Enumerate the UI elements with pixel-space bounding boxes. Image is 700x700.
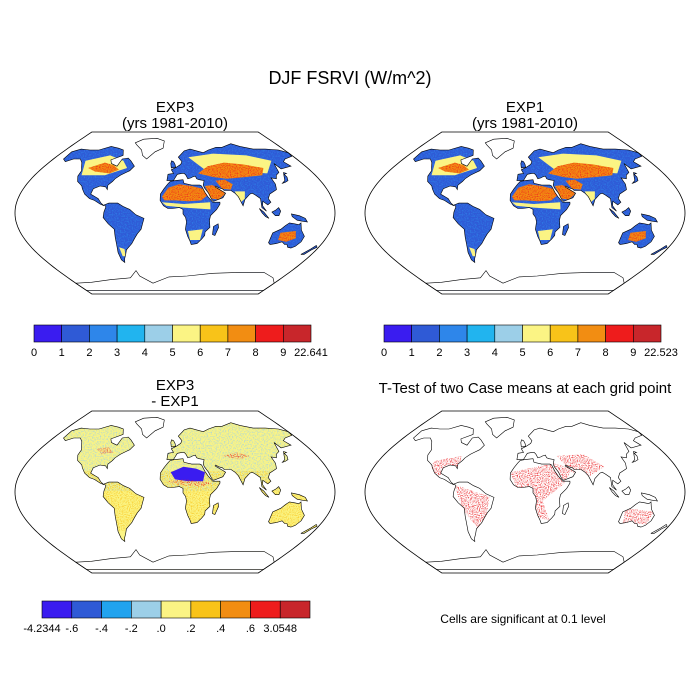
colorbar-swatch — [466, 324, 496, 343]
colorbar-tick-label: 5 — [519, 347, 525, 359]
colorbar-tick-label: 2 — [436, 347, 442, 359]
panel-title-bottom-right: T-Test of two Case means at each grid po… — [379, 380, 672, 397]
colorbar-swatch — [577, 324, 606, 343]
panel-title-top-right: EXP1 — [506, 99, 544, 116]
colorbar-tick-label: -.2 — [125, 623, 138, 635]
colorbar-tick-label: .4 — [216, 623, 225, 635]
colorbar-swatch — [41, 600, 73, 619]
colorbar-swatch — [632, 324, 662, 343]
map-field-0 — [63, 138, 318, 291]
colorbar-tick-label: 6 — [547, 347, 553, 359]
figure-title: DJF FSRVI (W/m^2) — [268, 68, 431, 88]
colorbar-swatch — [250, 600, 281, 619]
colorbar-tick-label: 5 — [169, 347, 175, 359]
colorbar-tick-label: 6 — [197, 347, 203, 359]
map-border-0 — [14, 131, 336, 295]
colorbar-swatch — [383, 324, 413, 343]
colorbar-tick-label: 22.641 — [294, 347, 328, 359]
colorbar-tick-label: 7 — [575, 347, 581, 359]
colorbar-swatch — [199, 324, 229, 343]
coastlines-0 — [63, 137, 318, 291]
colorbar-swatch — [282, 324, 312, 343]
colorbar-swatch — [144, 324, 173, 343]
colorbar-swatch — [220, 600, 251, 619]
colorbar-swatch — [71, 600, 102, 619]
map-panel-3 — [364, 410, 686, 574]
coastlines-2 — [63, 416, 318, 570]
panel-title-top-left: EXP3 — [156, 99, 194, 116]
panel-subtitle-bottom-left: - EXP1 — [151, 393, 199, 410]
colorbar-swatch — [160, 600, 192, 619]
colorbar-tick-label: 3 — [114, 347, 120, 359]
colorbar-tick-label: .0 — [157, 623, 166, 635]
colorbar-tick-label: 22.523 — [644, 347, 678, 359]
panel-subtitle-top-left: (yrs 1981-2010) — [122, 115, 228, 132]
map-border-1 — [364, 131, 686, 295]
colorbar-tick-label: 8 — [603, 347, 609, 359]
map-field-2 — [63, 417, 318, 570]
map-panel-2 — [14, 410, 336, 574]
colorbar-tick-label: 1 — [409, 347, 415, 359]
significance-note: Cells are significant at 0.1 level — [440, 612, 605, 626]
panel-subtitle-top-right: (yrs 1981-2010) — [472, 115, 578, 132]
colorbar-tick-label: 4 — [142, 347, 148, 359]
colorbar-tick-label: 7 — [225, 347, 231, 359]
colorbar-tick-label: -.4 — [95, 623, 108, 635]
map-panel-0 — [14, 131, 336, 295]
panel-title-bottom-left: EXP3 — [156, 377, 194, 394]
colorbar-swatch — [279, 600, 311, 619]
colorbar-swatch — [61, 324, 90, 343]
coastlines-3 — [413, 416, 668, 570]
colorbar-tick-label: 1 — [59, 347, 65, 359]
colorbar-tick-label: 4 — [492, 347, 498, 359]
colorbar-tick-label: -4.2344 — [23, 623, 60, 635]
map-field-3 — [427, 454, 654, 528]
colorbar-tick-label: 3.0548 — [263, 623, 297, 635]
colorbar-tick-label: 8 — [253, 347, 259, 359]
colorbar-0: 0 1 2 3 4 5 6 7 8 9 22.641 — [31, 324, 328, 359]
colorbar-swatch — [549, 324, 579, 343]
colorbar-swatch — [255, 324, 284, 343]
colorbar-swatch — [116, 324, 146, 343]
colorbar-tick-label: 0 — [31, 347, 37, 359]
colorbar-1: 0 1 2 3 4 5 6 7 8 9 22.523 — [381, 324, 678, 359]
map-border-3 — [364, 410, 686, 574]
colorbar-swatch — [227, 324, 256, 343]
map-field-1 — [413, 138, 668, 291]
colorbar-tick-label: 0 — [381, 347, 387, 359]
map-border-2 — [14, 410, 336, 574]
colorbar-tick-label: .2 — [186, 623, 195, 635]
colorbar-swatch — [172, 324, 201, 343]
colorbar-swatch — [494, 324, 523, 343]
colorbar-swatch — [522, 324, 551, 343]
colorbar-tick-label: 9 — [280, 347, 286, 359]
colorbar-swatch — [33, 324, 63, 343]
colorbar-2: -4.2344 -.6 -.4 -.2 .0 .2 .4 .6 3.0548 — [23, 600, 311, 635]
colorbar-swatch — [190, 600, 221, 619]
colorbar-tick-label: .6 — [246, 623, 255, 635]
colorbar-tick-label: 2 — [86, 347, 92, 359]
colorbar-swatch — [439, 324, 468, 343]
colorbar-tick-label: -.6 — [65, 623, 78, 635]
colorbar-tick-label: 9 — [630, 347, 636, 359]
colorbar-swatch — [89, 324, 118, 343]
colorbar-swatch — [131, 600, 162, 619]
colorbar-tick-label: 3 — [464, 347, 470, 359]
colorbar-swatch — [411, 324, 440, 343]
colorbar-swatch — [605, 324, 634, 343]
map-panel-1 — [364, 131, 686, 295]
colorbar-swatch — [101, 600, 132, 619]
